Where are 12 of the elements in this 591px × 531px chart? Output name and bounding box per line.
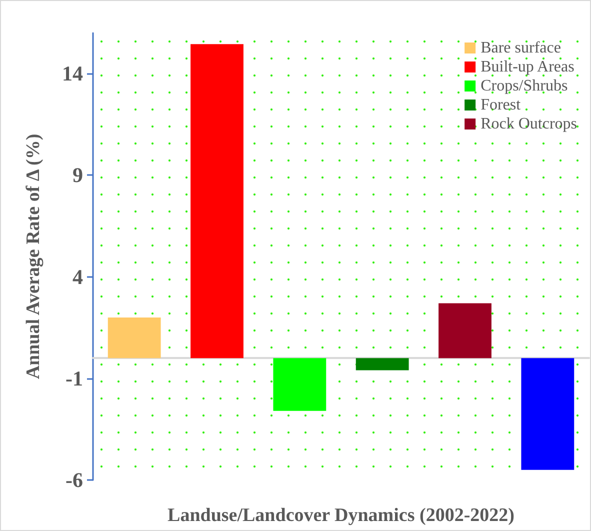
legend-label: Rock Outcrops (480, 116, 578, 132)
legend-label: Forest (480, 96, 522, 114)
y-tick-label: -1 (66, 366, 83, 390)
x-axis-title: Landuse/Landcover Dynamics (2002-2022) (168, 505, 514, 526)
legend-label: Bare surface (480, 40, 561, 56)
y-tick-label: -6 (66, 468, 83, 492)
y-tick-label: 14 (62, 62, 84, 86)
y-tick-label: 9 (72, 163, 83, 188)
legend-label: Crops/Shrubs (480, 78, 568, 94)
y-tick-label: 4 (72, 264, 84, 289)
y-axis-title: Annual Average Rate of Δ (%) (23, 134, 44, 380)
legend-label: Built-up Areas (480, 58, 574, 76)
